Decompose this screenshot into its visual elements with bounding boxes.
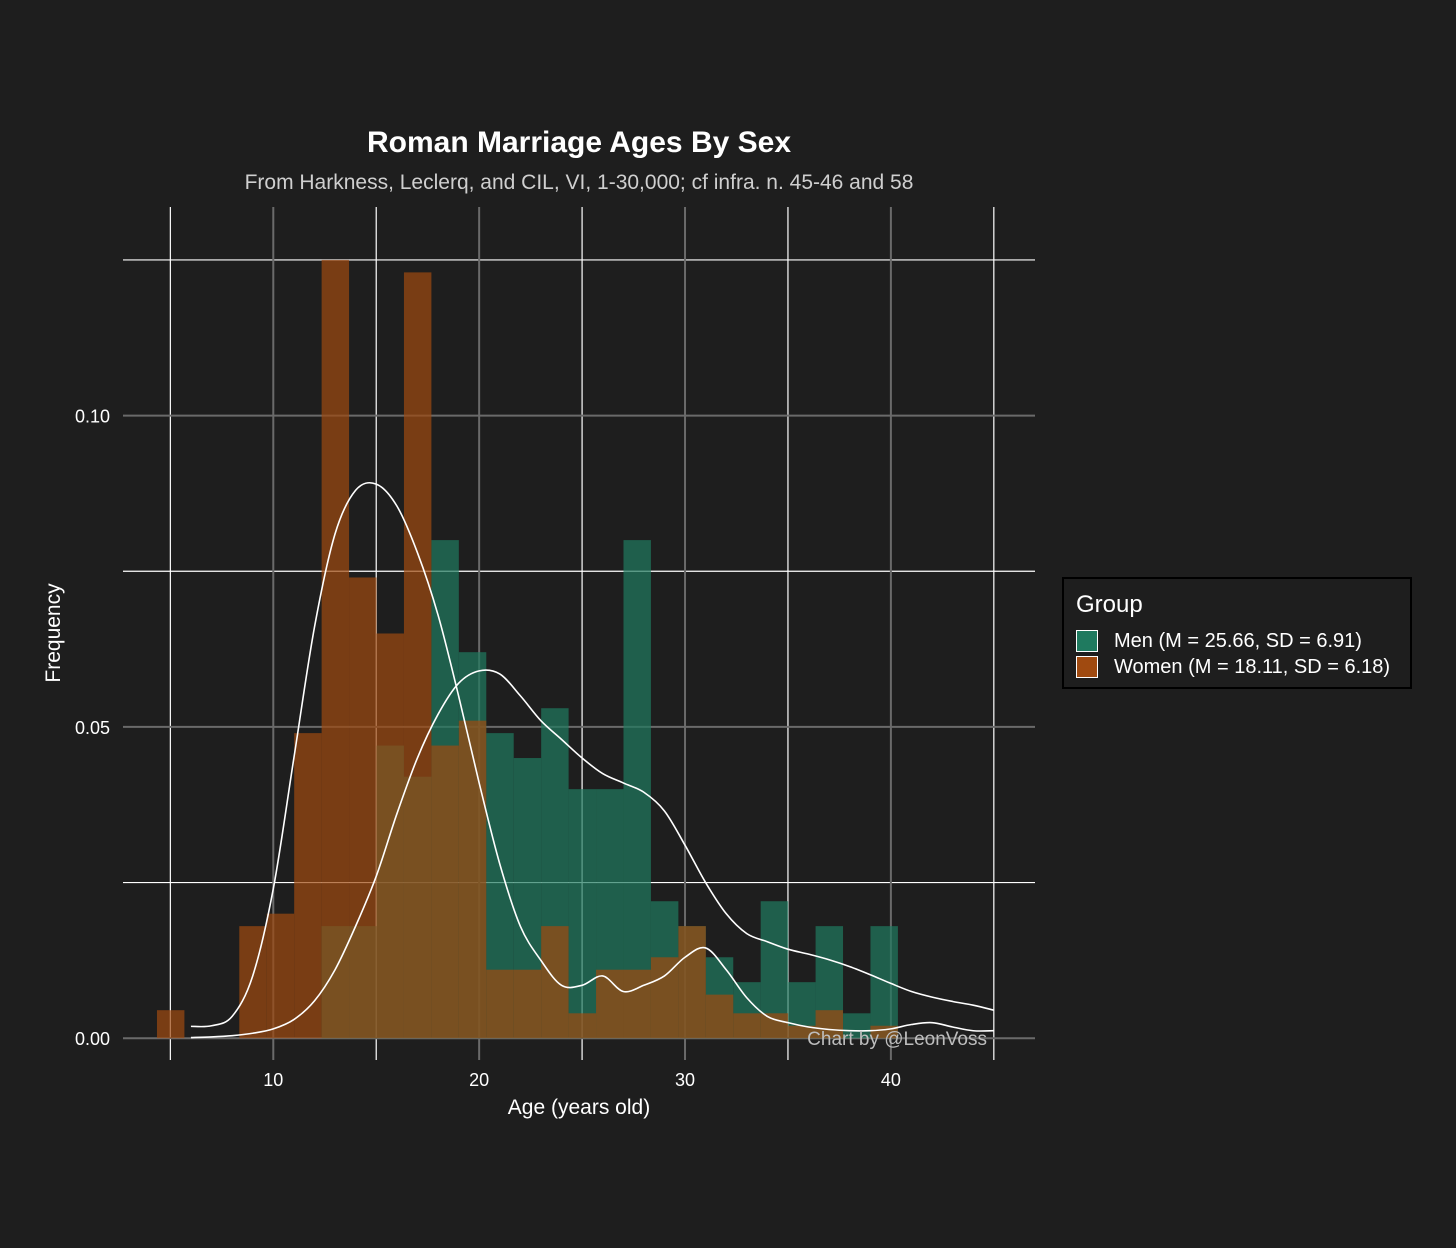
- bar-women: [815, 1010, 844, 1039]
- density-curve-women: [190, 481, 994, 1032]
- density-curve-men: [190, 669, 995, 1039]
- bar-men: [870, 926, 898, 1039]
- y-axis-label: Frequency: [42, 583, 65, 683]
- chart-subtitle: From Harkness, Leclerq, and CIL, VI, 1-3…: [245, 171, 914, 194]
- bar-men: [843, 1013, 871, 1039]
- bar-women: [513, 969, 542, 1039]
- bar-women: [156, 1010, 185, 1039]
- bar-women: [349, 577, 377, 1039]
- bar-women: [650, 957, 679, 1039]
- bar-women: [486, 969, 514, 1039]
- y-tick-label: 0.10: [75, 407, 110, 427]
- x-tick-label: 20: [469, 1070, 489, 1090]
- bar-women: [568, 1013, 597, 1039]
- legend: Group Men (M = 25.66, SD = 6.91) Women (…: [1062, 577, 1412, 689]
- chart-caption: Chart by @LeonVoss: [807, 1029, 987, 1050]
- bar-women: [733, 1013, 761, 1039]
- x-tick-label: 30: [675, 1070, 695, 1090]
- x-tick-label: 40: [881, 1070, 901, 1090]
- legend-title: Group: [1076, 591, 1143, 618]
- bar-women: [705, 994, 734, 1039]
- bar-women: [294, 733, 322, 1039]
- bar-women: [678, 926, 706, 1039]
- tick-labels: 10 20 30 40 0.00 0.05 0.10: [75, 407, 901, 1090]
- bar-women: [266, 913, 295, 1039]
- bar-women: [431, 745, 459, 1039]
- y-tick-label: 0.05: [75, 718, 110, 738]
- x-tick-label: 10: [263, 1070, 283, 1090]
- legend-item-men: Men (M = 25.66, SD = 6.91): [1076, 629, 1362, 653]
- bar-women: [321, 259, 350, 1039]
- density-curves: [190, 481, 995, 1039]
- x-axis-label: Age (years old): [508, 1096, 650, 1119]
- chart-title: Roman Marriage Ages By Sex: [367, 126, 791, 159]
- bar-women: [788, 1025, 816, 1039]
- histogram-bars: [156, 259, 898, 1039]
- legend-swatch-men: [1076, 630, 1098, 652]
- legend-swatch-women: [1076, 656, 1098, 678]
- legend-item-women: Women (M = 18.11, SD = 6.18): [1076, 655, 1390, 679]
- bar-men: [568, 789, 597, 1039]
- bar-women: [623, 969, 651, 1039]
- bar-women: [541, 926, 569, 1039]
- bar-women: [458, 720, 487, 1039]
- y-tick-label: 0.00: [75, 1029, 110, 1049]
- bar-women: [403, 272, 432, 1039]
- bar-women: [760, 1013, 789, 1039]
- legend-label-women: Women (M = 18.11, SD = 6.18): [1114, 655, 1391, 678]
- legend-label-men: Men (M = 25.66, SD = 6.91): [1114, 629, 1362, 652]
